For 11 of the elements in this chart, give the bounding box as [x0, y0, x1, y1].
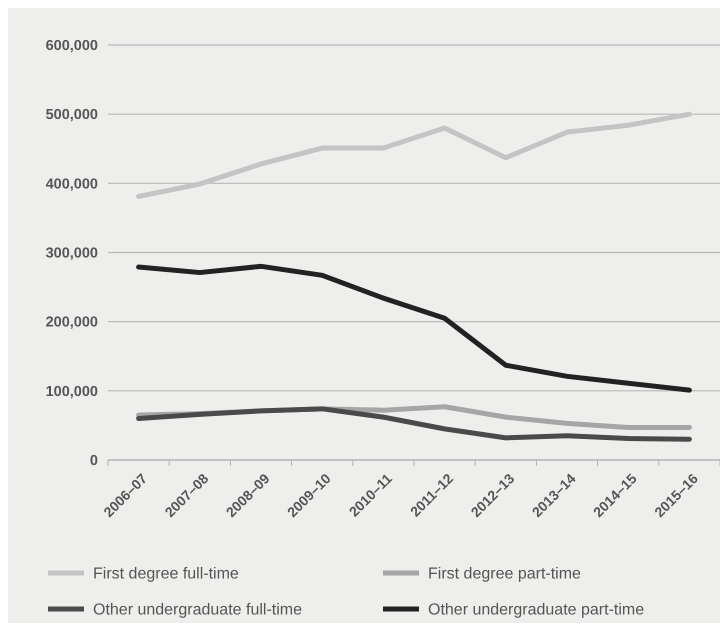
legend-label: First degree part-time	[428, 566, 582, 583]
y-tick-label: 100,000	[46, 384, 98, 400]
legend-label: Other undergraduate part-time	[428, 602, 644, 619]
y-tick-label: 600,000	[46, 38, 98, 54]
y-tick-label: 200,000	[46, 314, 98, 331]
y-tick-label: 300,000	[46, 246, 98, 262]
legend-label: Other undergraduate full-time	[93, 602, 302, 619]
y-tick-label: 400,000	[46, 176, 98, 192]
legend-label: First degree full-time	[93, 566, 239, 583]
y-tick-label: 0	[90, 453, 98, 470]
y-tick-label: 500,000	[46, 107, 98, 124]
